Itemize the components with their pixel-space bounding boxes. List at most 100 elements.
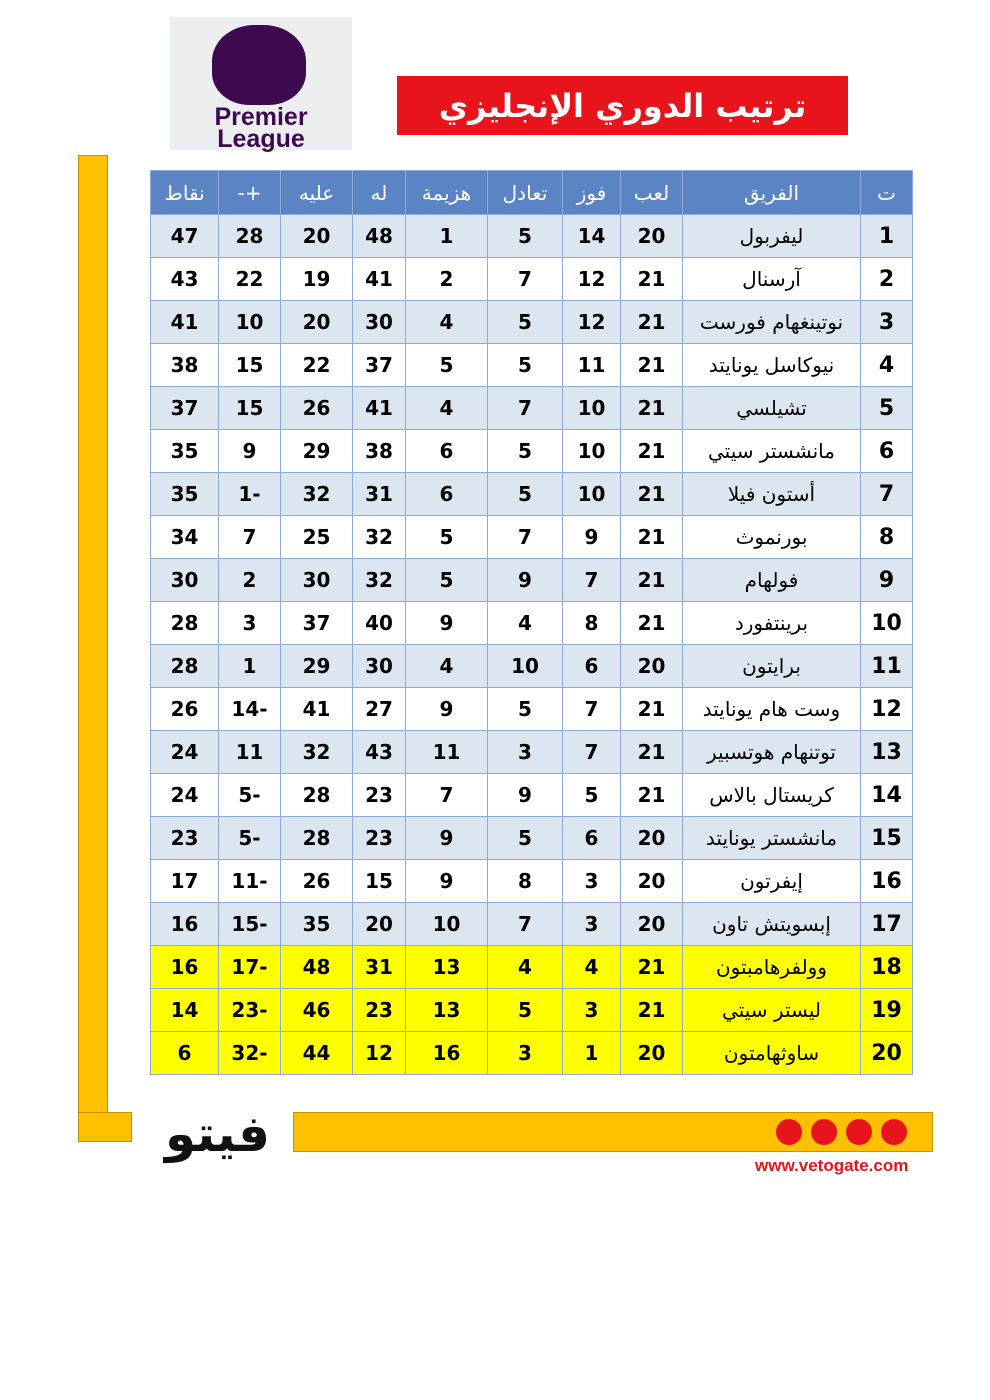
- table-row: 2 آرسنال 21 12 7 2 41 19 22 43: [150, 257, 913, 301]
- cell: 24: [150, 730, 219, 774]
- cell: 9: [487, 558, 563, 602]
- cell: 38: [352, 429, 406, 473]
- cell: 8: [487, 859, 563, 903]
- whatsapp-icon[interactable]: [881, 1119, 907, 1145]
- cell: 21: [620, 945, 683, 989]
- table-row: 16 إيفرتون 20 3 8 9 15 26 -11 17: [150, 859, 913, 903]
- team-name: آرسنال: [682, 257, 861, 301]
- cell: 24: [150, 773, 219, 817]
- column-header: تعادل: [487, 170, 563, 215]
- cell: 34: [150, 515, 219, 559]
- team-name: برايتون: [682, 644, 861, 688]
- cell: 16: [405, 1031, 488, 1075]
- logo-text: League: [217, 125, 305, 153]
- cell: 10: [487, 644, 563, 688]
- cell: 3: [562, 859, 621, 903]
- cell: -5: [218, 773, 281, 817]
- cell: 6: [562, 644, 621, 688]
- table-row: 9 فولهام 21 7 9 5 32 30 2 30: [150, 558, 913, 602]
- cell: -32: [218, 1031, 281, 1075]
- cell: 43: [352, 730, 406, 774]
- table-row: 11 برايتون 20 6 10 4 30 29 1 28: [150, 644, 913, 688]
- team-name: وولفرهامبتون: [682, 945, 861, 989]
- column-header: فوز: [562, 170, 621, 215]
- team-name: ليفربول: [682, 214, 861, 258]
- cell: 20: [352, 902, 406, 946]
- team-name: بورنموث: [682, 515, 861, 559]
- cell: 13: [860, 730, 913, 774]
- cell: -23: [218, 988, 281, 1032]
- website[interactable]: www.vetogate.com: [755, 1156, 909, 1175]
- cell: 16: [150, 945, 219, 989]
- cell: 5: [487, 816, 563, 860]
- cell: 32: [280, 472, 353, 516]
- title: ترتيب الدوري الإنجليزي: [397, 76, 848, 135]
- cell: 7: [218, 515, 281, 559]
- cell: 20: [620, 859, 683, 903]
- column-header: الفريق: [682, 170, 861, 215]
- cell: 9: [218, 429, 281, 473]
- cell: 23: [352, 773, 406, 817]
- cell: 13: [405, 988, 488, 1032]
- cell: 46: [280, 988, 353, 1032]
- table-row: 20 ساوثهامتون 20 1 3 16 12 44 -32 6: [150, 1031, 913, 1075]
- cell: 37: [280, 601, 353, 645]
- column-header: هزيمة: [405, 170, 488, 215]
- team-name: تشيلسي: [682, 386, 861, 430]
- cell: -1: [218, 472, 281, 516]
- cell: 26: [280, 859, 353, 903]
- cell: 10: [562, 472, 621, 516]
- cell: 40: [352, 601, 406, 645]
- cell: 21: [620, 988, 683, 1032]
- table-row: 14 كريستال بالاس 21 5 9 7 23 28 -5 24: [150, 773, 913, 817]
- cell: 2: [860, 257, 913, 301]
- cell: 7: [562, 730, 621, 774]
- cell: 12: [562, 300, 621, 344]
- cell: 17: [150, 859, 219, 903]
- cell: 20: [280, 214, 353, 258]
- cell: 43: [150, 257, 219, 301]
- cell: 5: [487, 472, 563, 516]
- cell: 7: [487, 515, 563, 559]
- cell: 1: [860, 214, 913, 258]
- cell: 3: [218, 601, 281, 645]
- table-row: 8 بورنموث 21 9 7 5 32 25 7 34: [150, 515, 913, 559]
- cell: 12: [562, 257, 621, 301]
- cell: 14: [562, 214, 621, 258]
- cell: 15: [218, 386, 281, 430]
- cell: 4: [405, 386, 488, 430]
- cell: 32: [352, 558, 406, 602]
- cell: 37: [150, 386, 219, 430]
- cell: 41: [352, 257, 406, 301]
- cell: 1: [405, 214, 488, 258]
- cell: 14: [150, 988, 219, 1032]
- column-header: له: [352, 170, 406, 215]
- cell: 21: [620, 515, 683, 559]
- cell: 23: [150, 816, 219, 860]
- cell: 6: [150, 1031, 219, 1075]
- header-row: ت الفريق لعب فوز تعادل هزيمة له عليه +- نقاط: [150, 170, 913, 215]
- facebook-icon[interactable]: [811, 1119, 837, 1145]
- table-row: 19 ليستر سيتي 21 3 5 13 23 46 -23 14: [150, 988, 913, 1032]
- cell: 3: [562, 988, 621, 1032]
- cell: 21: [620, 730, 683, 774]
- table-row: 10 برينتفورد 21 8 4 9 40 37 3 28: [150, 601, 913, 645]
- instagram-icon[interactable]: [776, 1119, 802, 1145]
- cell: 10: [860, 601, 913, 645]
- team-name: نيوكاسل يونايتد: [682, 343, 861, 387]
- cell: 32: [280, 730, 353, 774]
- cell: 19: [280, 257, 353, 301]
- table-row: 17 إبسويتش تاون 20 3 7 10 20 35 -15 16: [150, 902, 913, 946]
- cell: 22: [218, 257, 281, 301]
- cell: 6: [562, 816, 621, 860]
- cell: 16: [150, 902, 219, 946]
- team-name: أستون فيلا: [682, 472, 861, 516]
- cell: 3: [487, 730, 563, 774]
- twitter-icon[interactable]: [846, 1119, 872, 1145]
- team-name: مانشستر يونايتد: [682, 816, 861, 860]
- cell: 30: [352, 644, 406, 688]
- table-row: 5 تشيلسي 21 10 7 4 41 26 15 37: [150, 386, 913, 430]
- cell: 5: [405, 515, 488, 559]
- standings-table: ت الفريق لعب فوز تعادل هزيمة له عليه +- نقاط 1 ليف…: [150, 170, 913, 1075]
- cell: 19: [860, 988, 913, 1032]
